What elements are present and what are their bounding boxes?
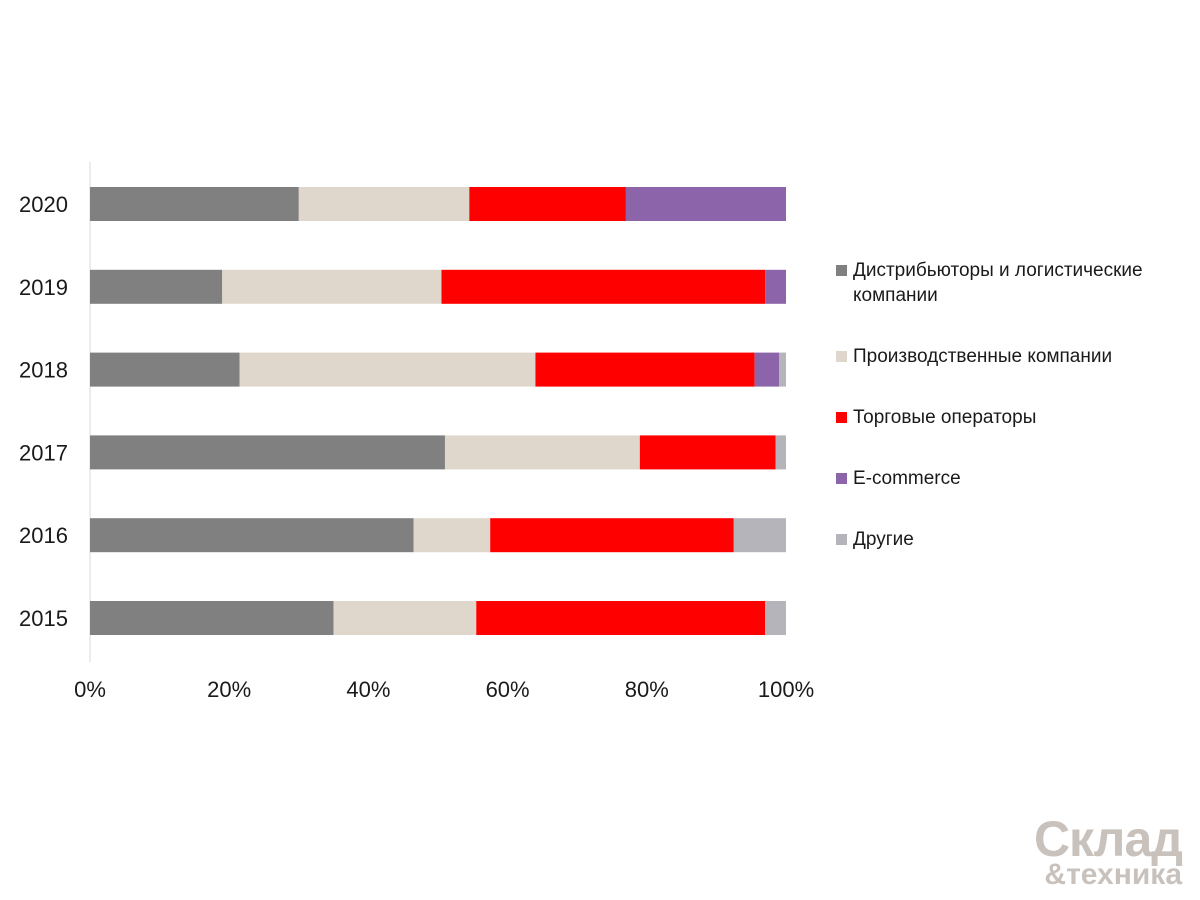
bar-segment — [469, 187, 626, 221]
legend-item: Производственные компании — [836, 344, 1186, 369]
bar-segment — [490, 518, 734, 553]
bar-segment — [535, 352, 755, 387]
y-tick-label: 2015 — [19, 606, 68, 631]
bar-segment — [733, 518, 786, 553]
legend-item: Торговые операторы — [836, 405, 1186, 430]
bar-segment — [222, 269, 442, 304]
y-tick-label: 2018 — [19, 358, 68, 383]
bar-segment — [775, 435, 786, 470]
legend-swatch — [836, 412, 847, 423]
bar-segment — [625, 187, 786, 221]
legend-swatch — [836, 534, 847, 545]
y-tick-label: 2020 — [19, 192, 68, 217]
watermark-line-1: Склад — [1033, 811, 1183, 867]
x-tick-label: 0% — [74, 677, 106, 702]
legend-label: Дистрибьюторы и логистические компании — [853, 260, 1143, 306]
bar-segment — [90, 601, 334, 635]
x-tick-label: 20% — [207, 677, 251, 702]
y-tick-label: 2016 — [19, 523, 68, 548]
bar-segment — [239, 352, 536, 387]
chart-legend: Дистрибьюторы и логистические компании П… — [836, 258, 1186, 588]
x-tick-label: 100% — [758, 677, 814, 702]
y-tick-label: 2017 — [19, 440, 68, 465]
bar-segment — [765, 269, 786, 304]
legend-item: E-commerce — [836, 466, 1186, 491]
legend-item: Другие — [836, 527, 1186, 552]
legend-swatch — [836, 351, 847, 362]
watermark-line-2: &техника — [1044, 858, 1182, 891]
legend-swatch — [836, 473, 847, 484]
watermark-logo: Склад &техника — [1033, 811, 1183, 891]
bar-segment — [413, 518, 491, 553]
bar-segment — [441, 269, 766, 304]
bar-segment — [90, 435, 445, 470]
bar-segment — [779, 352, 786, 387]
x-tick-label: 80% — [625, 677, 669, 702]
bar-segment — [754, 352, 780, 387]
bar-segment — [90, 518, 414, 553]
legend-item: Дистрибьюторы и логистические компании — [836, 258, 1186, 308]
y-tick-label: 2019 — [19, 275, 68, 300]
bar-segment — [90, 269, 223, 304]
bar-segment — [639, 435, 776, 470]
legend-swatch — [836, 265, 847, 276]
bar-segment — [90, 187, 299, 221]
bar-segment — [298, 187, 470, 221]
legend-label: E-commerce — [853, 468, 961, 489]
x-tick-label: 60% — [486, 677, 530, 702]
x-tick-label: 40% — [346, 677, 390, 702]
bar-segment — [444, 435, 640, 470]
bar-segment — [765, 601, 786, 635]
bar-segment — [476, 601, 766, 635]
legend-label: Торговые операторы — [853, 407, 1037, 428]
bar-segment — [333, 601, 477, 635]
legend-label: Производственные компании — [853, 346, 1113, 367]
bar-segment — [90, 352, 240, 387]
legend-label: Другие — [853, 529, 914, 550]
